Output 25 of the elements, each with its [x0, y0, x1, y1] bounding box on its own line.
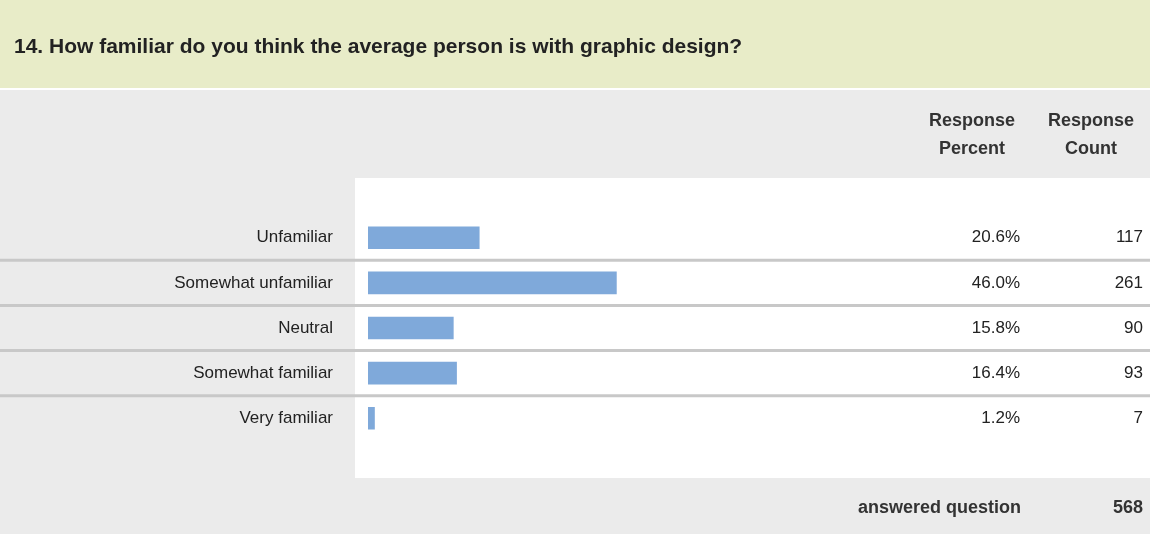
bar: [368, 316, 454, 340]
text: 90: [1124, 317, 1143, 337]
bar: [368, 361, 457, 385]
bar: [368, 271, 617, 295]
text: 568: [1112, 496, 1143, 519]
data-label: 15.8%: [971, 317, 1020, 337]
text: 117: [1115, 227, 1143, 247]
text: Response Percent: [928, 109, 1016, 160]
data-label: 20.6%: [971, 227, 1020, 247]
y-tick-label: Somewhat unfamiliar: [174, 272, 334, 292]
text: Response Count: [1047, 109, 1135, 160]
y-tick-label: Unfamiliar: [256, 227, 334, 247]
chart-title: 14. How familiar do you think the average person is with graphic design?: [0, 0, 1150, 88]
text: 261: [1114, 272, 1143, 292]
text: answered question: [857, 496, 1021, 519]
text: 93: [1124, 362, 1143, 382]
y-tick-label: Somewhat familiar: [193, 362, 334, 382]
bar: [368, 406, 375, 430]
text: 7: [1133, 407, 1143, 427]
y-tick-label: Neutral: [278, 317, 333, 337]
data-label: 16.4%: [971, 362, 1020, 382]
y-tick-label: Very familiar: [239, 407, 334, 427]
data-label: 1.2%: [981, 407, 1020, 427]
bar: [368, 226, 480, 250]
data-label: 46.0%: [971, 272, 1020, 292]
